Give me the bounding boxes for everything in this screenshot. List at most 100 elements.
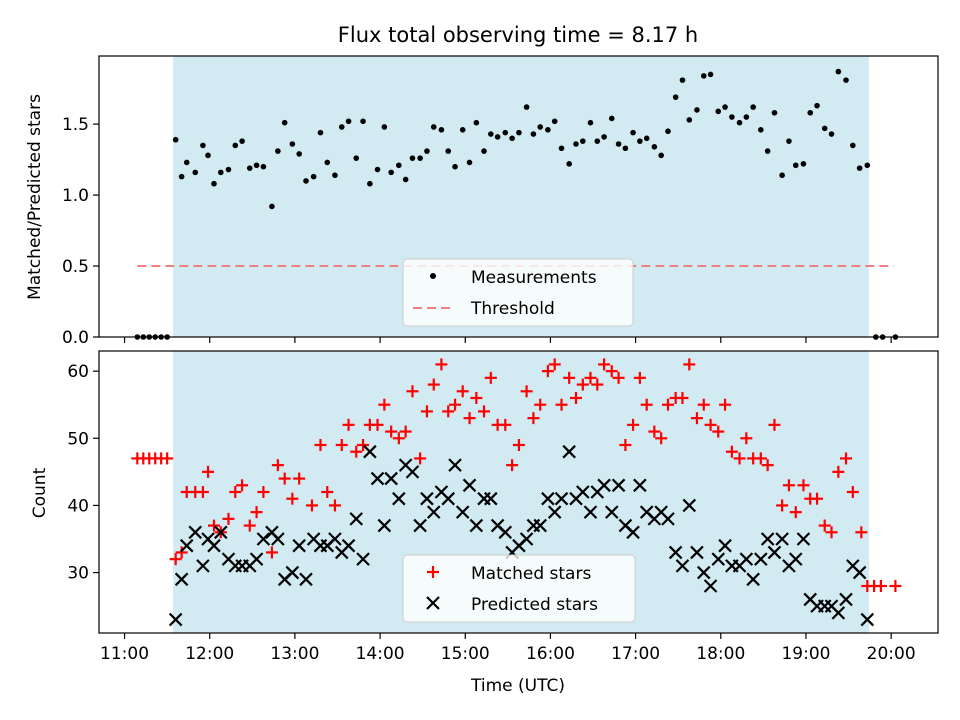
matched-star-point <box>196 486 209 498</box>
matched-star-point <box>399 425 412 438</box>
predicted-star-point <box>299 572 313 587</box>
measurement-point <box>374 166 381 173</box>
measurement-point <box>622 145 629 152</box>
measurement-point <box>225 166 232 173</box>
measurement-point <box>807 109 814 116</box>
predicted-star-point <box>703 579 718 593</box>
matched-star-point <box>286 492 299 505</box>
top-legend: Measurements Threshold <box>402 258 634 327</box>
top-x-ticks <box>123 337 892 343</box>
x-tick-label: 15:00 <box>441 644 490 664</box>
predicted-star-point <box>363 444 377 459</box>
measurement-point <box>608 115 615 122</box>
matched-star-point <box>499 418 512 431</box>
matched-star-point <box>555 398 568 411</box>
legend-measurements-label: Measurements <box>471 268 597 288</box>
measurement-point <box>558 145 565 152</box>
matched-star-point <box>243 519 256 532</box>
measurement-point <box>367 180 373 187</box>
matched-star-point <box>293 472 306 485</box>
measurement-point <box>494 134 501 140</box>
measurement-point <box>381 124 388 130</box>
measurement-point <box>715 108 722 115</box>
measurement-point <box>729 114 735 120</box>
matched-star-point <box>420 405 433 418</box>
matched-star-point <box>797 479 810 492</box>
matched-star-point <box>754 452 767 465</box>
measurement-point <box>679 77 686 83</box>
measurement-point <box>587 119 594 126</box>
x-tick-label: 16:00 <box>526 644 575 664</box>
matched-star-point <box>435 358 448 371</box>
measurement-point <box>473 119 480 126</box>
matched-star-point <box>520 385 533 398</box>
measurement-point <box>686 117 693 123</box>
measurement-point <box>758 126 764 133</box>
measurement-point <box>615 141 622 147</box>
bottom-y-ticks: 30 40 50 60 <box>67 362 99 584</box>
measurement-point <box>211 180 217 187</box>
matched-star-point <box>278 472 291 485</box>
matched-star-point <box>719 398 732 411</box>
predicted-star-point <box>462 478 477 493</box>
measurement-point <box>445 148 452 154</box>
matched-star-point <box>855 526 868 539</box>
predicted-star-point <box>168 612 183 627</box>
measurement-point <box>459 126 466 133</box>
measurement-point <box>707 71 714 78</box>
matched-star-point <box>385 425 398 438</box>
bottom-legend: Matched stars Predicted stars <box>402 554 636 623</box>
measurement-point <box>452 163 458 170</box>
measurement-point <box>764 148 771 154</box>
measurement-point <box>200 142 206 149</box>
measurement-point <box>786 138 792 144</box>
measurement-point <box>800 161 807 167</box>
top-axes-frame <box>98 55 939 338</box>
measurement-point <box>218 169 224 176</box>
matched-star-point <box>350 445 363 458</box>
matched-star-point <box>619 439 632 451</box>
y-tick-label: 1.0 <box>62 186 89 206</box>
matched-star-point <box>335 439 348 451</box>
measurement-point <box>388 169 394 176</box>
matched-star-point <box>648 425 661 438</box>
matched-star-point <box>265 546 278 559</box>
matched-star-point <box>406 385 419 398</box>
bottom-legend-box <box>402 554 636 623</box>
matched-star-point <box>832 465 845 478</box>
matched-star-point <box>463 412 476 425</box>
measurement-point <box>523 104 530 110</box>
predicted-star-point <box>661 512 675 526</box>
y-tick-label: 0.0 <box>62 328 89 348</box>
matched-star-point <box>414 452 427 465</box>
bottom-x-ticks: 11:00 12:00 13:00 14:00 15:00 16:00 17:00 18:00… <box>100 633 916 664</box>
matched-star-point <box>427 378 440 391</box>
y-tick-label: 50 <box>67 429 89 449</box>
predicted-star-point <box>498 525 513 540</box>
x-tick-label: 17:00 <box>611 644 660 664</box>
measurement-point <box>253 162 260 169</box>
measurement-point <box>205 152 211 159</box>
measurement-point <box>310 173 317 180</box>
predicted-star-point <box>196 559 210 573</box>
matched-star-point <box>392 432 405 445</box>
measurement-point <box>566 161 572 167</box>
predicted-star-point <box>519 532 534 546</box>
top-panel: 0.0 0.5 1.0 1.5 Matched/Predicted stars Mea… <box>25 55 939 348</box>
measurement-point <box>856 165 863 171</box>
predicted-star-point <box>341 538 356 553</box>
matched-star-point <box>818 519 831 532</box>
x-tick-label: 18:00 <box>696 644 745 664</box>
measurement-point <box>509 135 515 142</box>
matched-star-point <box>840 452 853 465</box>
measurement-point <box>722 104 728 110</box>
measurement-point <box>835 68 842 75</box>
predicted-star-point <box>249 552 264 566</box>
matched-star-point <box>161 452 174 465</box>
x-tick-label: 11:00 <box>100 644 149 664</box>
measurement-point <box>658 152 664 159</box>
predicted-star-point <box>633 478 647 493</box>
matched-star-point <box>605 365 618 378</box>
matched-star-point <box>305 499 318 512</box>
